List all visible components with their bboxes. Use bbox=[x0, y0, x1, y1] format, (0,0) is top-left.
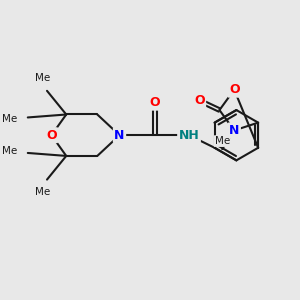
Text: Me: Me bbox=[2, 146, 17, 157]
Text: NH: NH bbox=[179, 129, 200, 142]
Text: Me: Me bbox=[214, 136, 230, 146]
Text: Me: Me bbox=[35, 187, 50, 197]
Text: O: O bbox=[194, 94, 205, 107]
Text: O: O bbox=[150, 96, 160, 109]
Text: N: N bbox=[114, 129, 125, 142]
Text: O: O bbox=[229, 83, 240, 96]
Text: O: O bbox=[46, 129, 57, 142]
Text: Me: Me bbox=[35, 74, 50, 83]
Text: N: N bbox=[229, 124, 239, 137]
Text: Me: Me bbox=[2, 114, 17, 124]
